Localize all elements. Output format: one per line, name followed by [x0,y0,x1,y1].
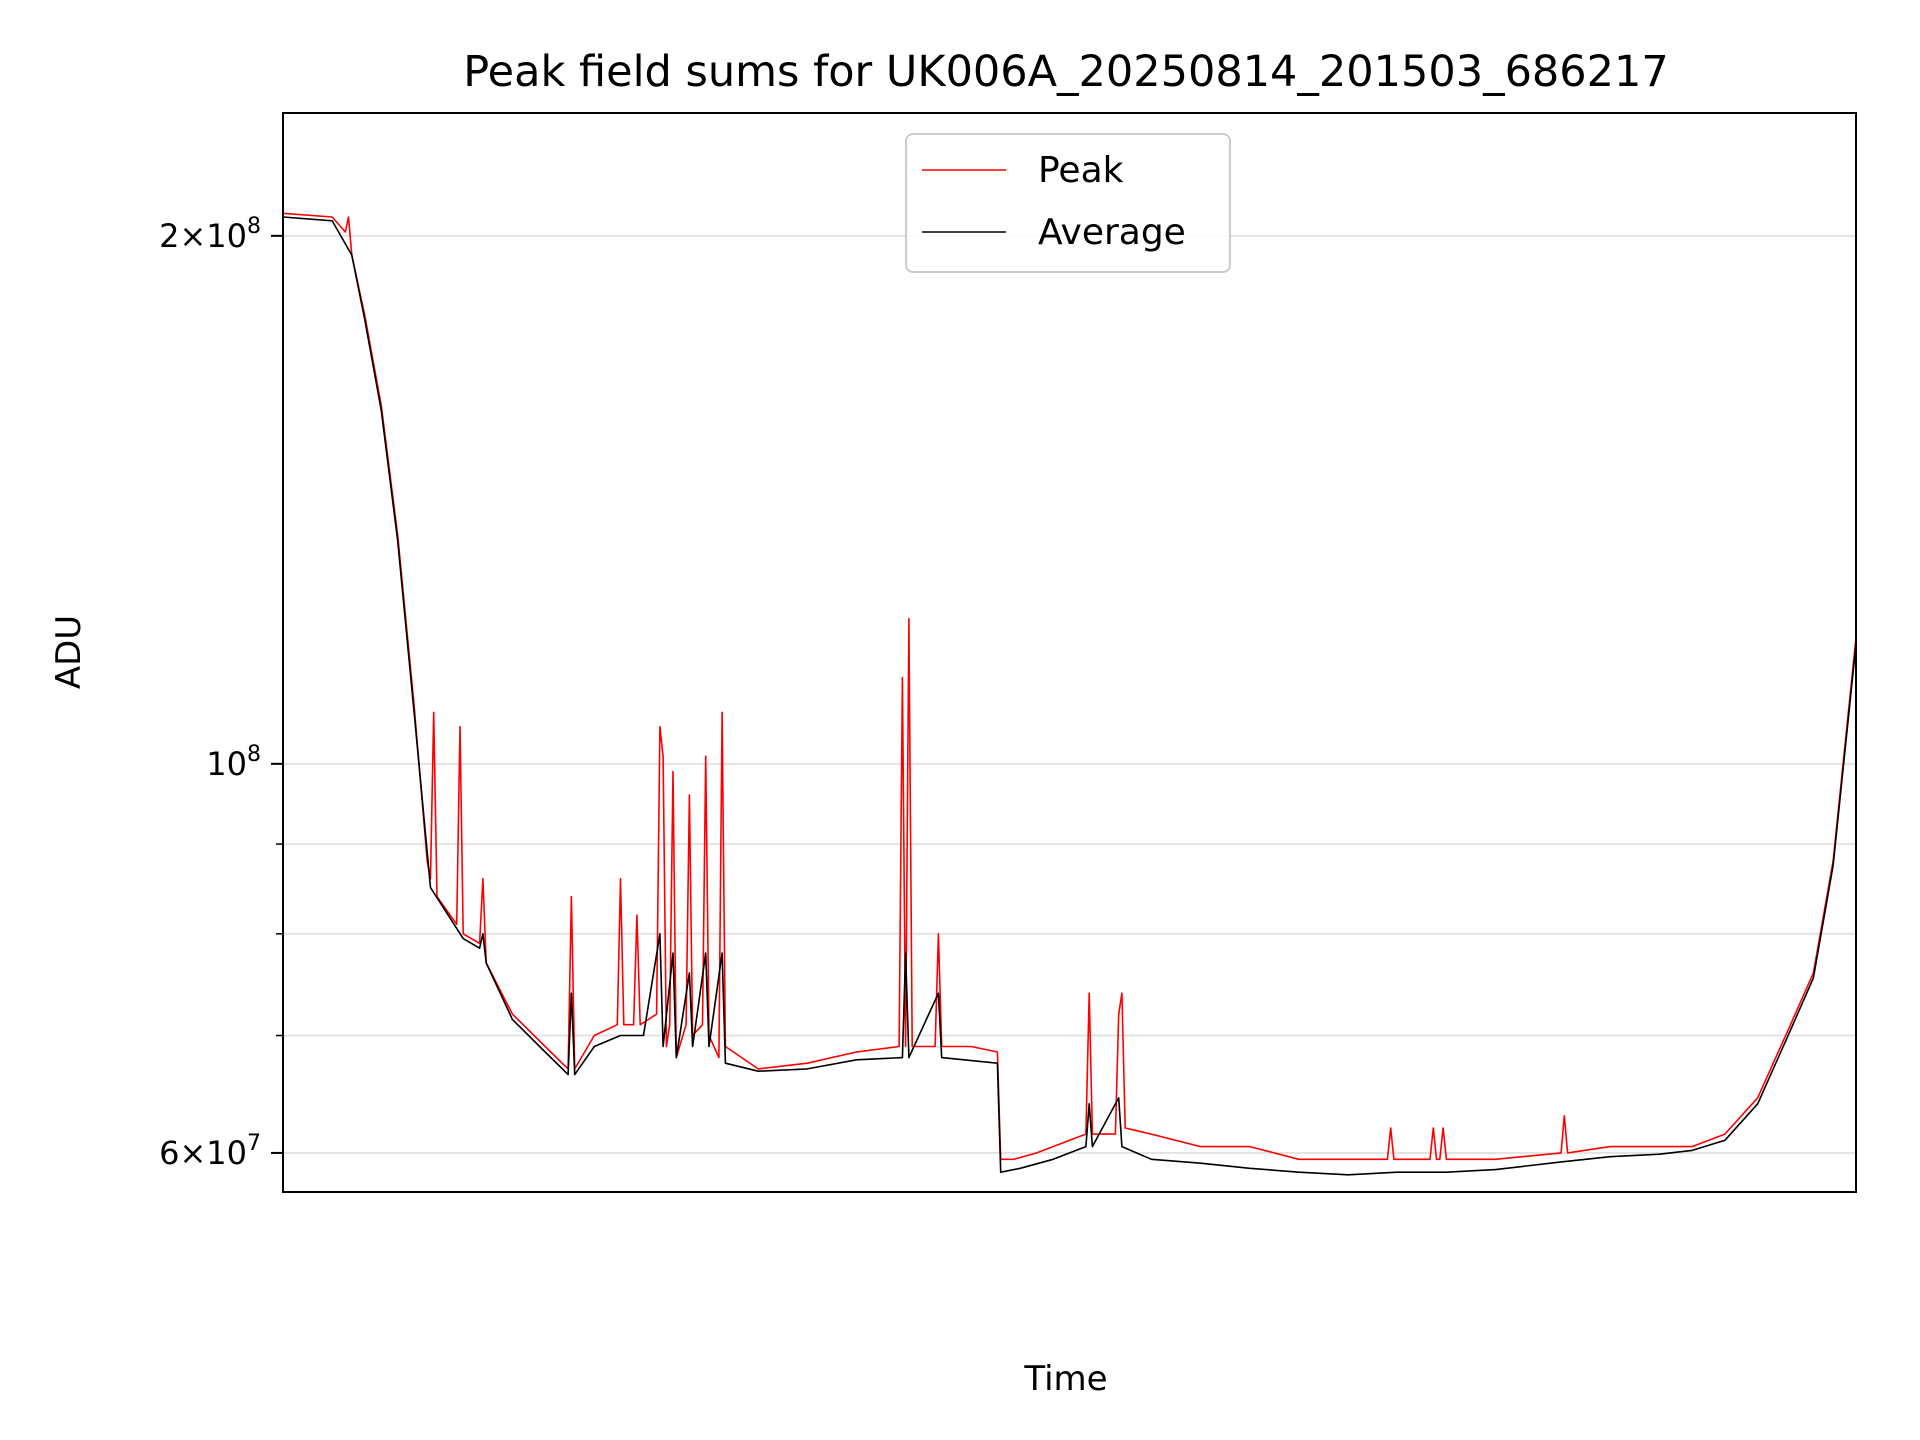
series-line-peak [283,212,1856,1161]
legend-label-peak: Peak [1038,150,1124,191]
legend: Peak Average [905,133,1231,273]
y-tick-label: 2×108 [159,214,261,255]
series-line-average [283,216,1856,1176]
legend-label-average: Average [1038,212,1186,253]
x-axis-label: Time [1023,1359,1107,1399]
series-layer [283,212,1856,1176]
ticks: 08-14 2108-14 2208-14 2308-15 0008-15 01… [159,214,283,1172]
y-axis-label: ADU [49,615,89,689]
y-tick-label: 6×107 [159,1131,261,1172]
chart-title: Peak field sums for UK006A_20250814_2015… [463,47,1668,97]
plot-frame [282,112,1857,1193]
legend-box [905,133,1231,273]
